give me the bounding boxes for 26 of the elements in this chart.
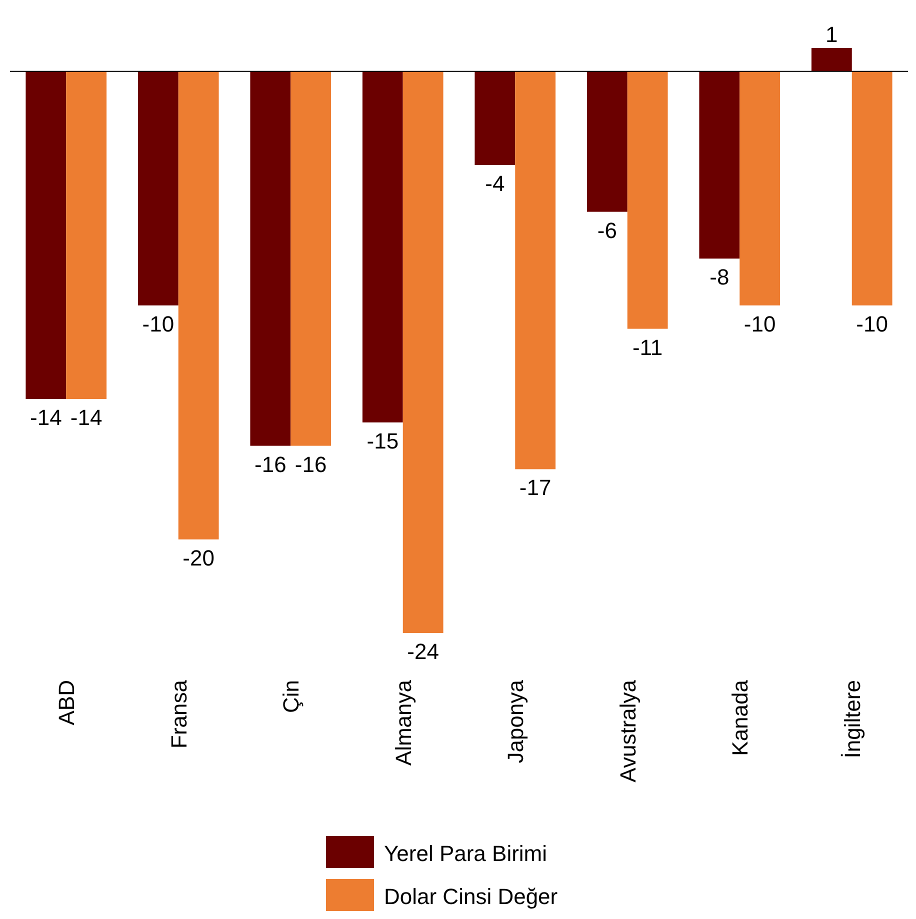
- data-label: -16: [294, 452, 327, 477]
- data-label: -10: [856, 311, 888, 336]
- data-label: -14: [70, 405, 102, 430]
- x-tick-label: Kanada: [728, 679, 753, 756]
- data-label: -4: [485, 171, 505, 196]
- data-label: -15: [366, 428, 399, 454]
- x-tick-label: İngiltere: [840, 680, 865, 758]
- data-label: -17: [519, 475, 552, 500]
- legend-label: Yerel Para Birimi: [384, 841, 548, 866]
- data-label: -8: [710, 264, 730, 290]
- data-label: -20: [182, 545, 214, 570]
- x-tick-label: Avustralya: [615, 679, 640, 782]
- x-tick-label: Almanya: [390, 679, 416, 766]
- x-tick-label: Japonya: [503, 679, 528, 764]
- data-label: -16: [254, 452, 286, 477]
- data-label: -24: [407, 639, 439, 664]
- data-label: 1: [826, 22, 838, 47]
- data-label: -10: [744, 311, 776, 336]
- data-label: -10: [142, 311, 174, 336]
- legend-label: Dolar Cinsi Değer: [384, 884, 558, 909]
- x-tick-label: Fransa: [166, 679, 192, 748]
- data-label: -14: [30, 405, 62, 430]
- x-tick-label: Çin: [278, 680, 304, 714]
- x-tick-label: ABD: [54, 680, 80, 726]
- data-label: -11: [632, 334, 663, 360]
- data-label: -6: [597, 218, 617, 243]
